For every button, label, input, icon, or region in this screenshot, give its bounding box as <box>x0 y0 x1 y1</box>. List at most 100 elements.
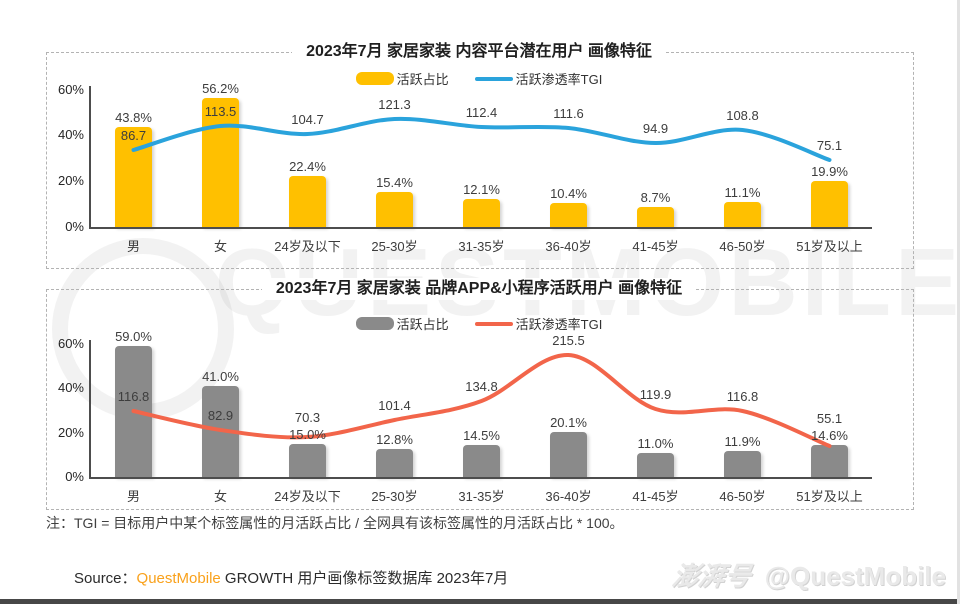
bar-value-label: 19.9% <box>811 164 848 180</box>
bar-value-label: 8.7% <box>640 190 671 206</box>
category-label: 24岁及以下 <box>274 489 341 504</box>
legend-line-label: 活跃渗透率TGI <box>515 317 603 332</box>
source-rest: GROWTH 用户画像标签数据库 2023年7月 <box>220 570 509 587</box>
legend-item-line: 活跃渗透率TGI <box>474 314 603 333</box>
source-line: Source：QuestMobile GROWTH 用户画像标签数据库 2023… <box>74 567 508 588</box>
category-label: 男 <box>126 239 140 254</box>
bar-swatch-icon <box>355 317 394 330</box>
bar <box>463 444 500 477</box>
tgi-value-label: 116.8 <box>117 389 150 404</box>
tgi-value-label: 86.7 <box>120 127 147 143</box>
chart-title-text: 2023年7月 家居家装 内容平台潜在用户 画像特征 <box>292 41 666 63</box>
bar <box>550 432 587 477</box>
pengpai-watermark: 澎湃号 @QuestMobile <box>670 556 946 593</box>
bar <box>724 201 761 227</box>
y-axis-tick-label: 20% <box>57 424 84 440</box>
bar-value-label: 12.8% <box>376 431 413 447</box>
bar-swatch-icon <box>355 72 394 85</box>
tgi-value-label: 82.9 <box>207 408 234 424</box>
page-right-border <box>957 0 960 604</box>
tgi-value-label: 75.1 <box>816 138 843 154</box>
legend-item-bar: 活跃占比 <box>355 314 449 333</box>
legend-bar-label: 活跃占比 <box>396 72 449 87</box>
chart-legend: 活跃占比 活跃渗透率TGI <box>46 314 912 333</box>
legend-item-line: 活跃渗透率TGI <box>474 69 603 88</box>
bottom-divider <box>0 599 960 604</box>
line-swatch-icon <box>474 76 513 81</box>
bar <box>550 203 587 227</box>
legend-item-bar: 活跃占比 <box>355 69 449 88</box>
bar-value-label: 11.0% <box>637 435 674 451</box>
legend-bar-label: 活跃占比 <box>396 317 449 332</box>
bar <box>376 448 413 477</box>
chart-title: 2023年7月 家居家装 内容平台潜在用户 画像特征 <box>46 41 912 63</box>
pengpai-logo-icon: 澎湃号 <box>669 561 754 591</box>
questmobile-handle: @QuestMobile <box>764 561 946 591</box>
category-label: 41-45岁 <box>632 489 679 504</box>
y-axis-tick-label: 40% <box>57 380 84 396</box>
tgi-value-label: 70.3 <box>294 409 321 425</box>
category-label: 51岁及以上 <box>796 239 863 254</box>
bar <box>637 452 674 477</box>
category-label: 25-30岁 <box>371 489 418 504</box>
bar <box>289 175 326 227</box>
y-axis-line <box>89 85 91 229</box>
y-axis-tick-label: 0% <box>65 219 84 234</box>
bar-value-label: 22.4% <box>289 158 326 174</box>
bar-value-label: 14.6% <box>811 427 848 443</box>
category-label: 女 <box>213 239 227 254</box>
bar-value-label: 14.5% <box>463 427 500 443</box>
bar-value-label: 11.1% <box>724 184 761 200</box>
tgi-value-label: 112.4 <box>465 104 498 120</box>
category-label: 46-50岁 <box>719 239 766 254</box>
legend-line-label: 活跃渗透率TGI <box>515 72 603 87</box>
bar-value-label: 20.1% <box>550 415 587 431</box>
tgi-value-label: 101.4 <box>378 397 411 413</box>
category-label: 31-35岁 <box>458 239 505 254</box>
bar-value-label: 59.0% <box>115 329 152 345</box>
category-label: 36-40岁 <box>545 239 592 254</box>
bar <box>811 181 848 227</box>
bar-value-label: 12.1% <box>463 182 500 198</box>
category-label: 51岁及以上 <box>796 489 863 504</box>
bar <box>289 443 326 477</box>
source-prefix: Source： <box>74 570 137 587</box>
source-brand: QuestMobile <box>136 570 221 587</box>
tgi-value-label: 121.3 <box>378 97 411 113</box>
bar-value-label: 15.0% <box>289 426 326 442</box>
chart-title-text: 2023年7月 家居家装 品牌APP&小程序活跃用户 画像特征 <box>261 278 697 300</box>
tgi-value-label: 104.7 <box>291 111 324 127</box>
bar-value-label: 15.4% <box>376 174 413 190</box>
tgi-value-label: 119.9 <box>639 387 672 403</box>
category-label: 46-50岁 <box>719 489 766 504</box>
y-axis-tick-label: 60% <box>57 81 84 97</box>
chart-legend: 活跃占比 活跃渗透率TGI <box>46 69 912 88</box>
bar-value-label: 11.9% <box>724 433 761 449</box>
tgi-value-label: 55.1 <box>816 410 843 426</box>
tgi-definition-note: 注：TGI = 目标用户中某个标签属性的月活跃占比 / 全网具有该标签属性的月活… <box>46 515 624 531</box>
bar <box>724 450 761 477</box>
bar <box>202 385 239 477</box>
bar <box>376 191 413 227</box>
category-label: 25-30岁 <box>371 239 418 254</box>
bar-value-label: 56.2% <box>202 81 239 97</box>
y-axis-tick-label: 40% <box>57 127 84 143</box>
category-label: 36-40岁 <box>545 489 592 504</box>
line-swatch-icon <box>474 321 513 326</box>
category-label: 女 <box>213 489 227 504</box>
tgi-value-label: 134.8 <box>465 378 498 394</box>
x-axis-line <box>90 477 872 479</box>
y-axis-tick-label: 60% <box>57 335 84 351</box>
x-axis-line <box>90 227 872 229</box>
bar <box>115 346 152 477</box>
bar <box>463 199 500 227</box>
tgi-value-label: 108.8 <box>726 108 759 124</box>
category-label: 24岁及以下 <box>274 239 341 254</box>
bar-value-label: 41.0% <box>202 368 239 384</box>
bar <box>637 207 674 227</box>
tgi-value-label: 111.6 <box>553 105 584 121</box>
chart-title: 2023年7月 家居家装 品牌APP&小程序活跃用户 画像特征 <box>46 278 912 300</box>
tgi-value-label: 94.9 <box>642 120 669 136</box>
y-axis-tick-label: 20% <box>57 173 84 189</box>
